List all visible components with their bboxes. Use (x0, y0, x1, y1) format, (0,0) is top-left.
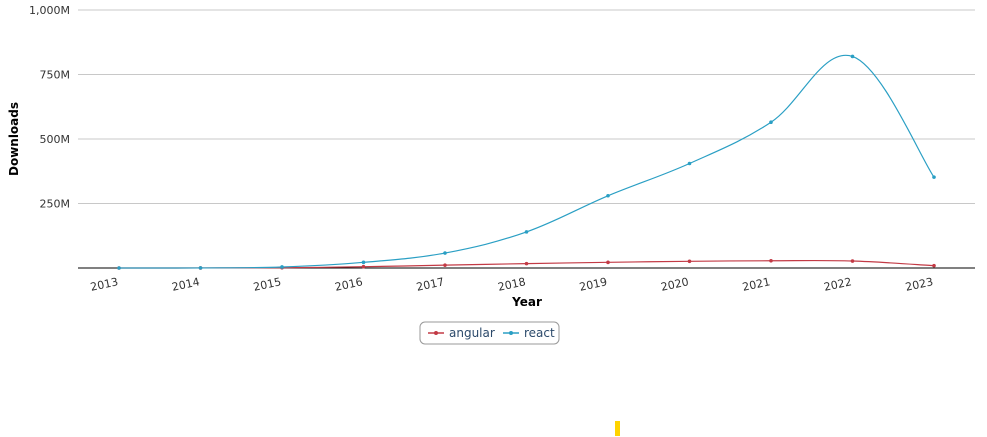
y-tick-labels: 250M 500M 750M 1,000M (29, 4, 70, 211)
data-point-react[interactable] (687, 161, 692, 166)
legend-item-angular[interactable]: angular (428, 326, 495, 340)
y-axis-title: Downloads (7, 102, 21, 176)
x-tick-label: 2013 (89, 275, 119, 294)
data-point-angular[interactable] (932, 263, 936, 268)
y-tick-label: 500M (40, 133, 71, 146)
data-point-react[interactable] (361, 260, 366, 265)
data-point-angular[interactable] (769, 258, 773, 263)
legend-marker-angular (434, 331, 438, 335)
y-tick-label: 250M (40, 198, 71, 211)
legend-marker-react (509, 331, 513, 335)
data-point-react[interactable] (850, 54, 855, 59)
series-line-react (118, 54, 935, 269)
data-point-angular[interactable] (524, 261, 529, 266)
series-lines (117, 54, 936, 270)
data-point-angular[interactable] (443, 263, 447, 267)
data-point-angular[interactable] (850, 259, 855, 263)
y-tick-label: 750M (40, 69, 71, 82)
x-tick-label: 2014 (171, 275, 201, 294)
data-point-react[interactable] (769, 120, 773, 125)
x-tick-labels: 2013 2014 2015 2016 2017 2018 2019 2020 2021 2022… (89, 275, 934, 294)
x-tick-label: 2022 (823, 275, 853, 294)
data-point-react[interactable] (606, 193, 610, 198)
x-tick-label: 2015 (252, 275, 282, 294)
data-point-angular[interactable] (687, 259, 692, 264)
data-point-angular[interactable] (361, 264, 366, 269)
legend: angular react (419, 321, 560, 345)
x-tick-label: 2016 (334, 275, 364, 294)
data-point-react[interactable] (198, 266, 203, 270)
x-tick-label: 2017 (415, 275, 445, 294)
x-tick-label: 2018 (497, 275, 527, 294)
data-point-react[interactable] (280, 265, 284, 269)
data-point-react[interactable] (932, 175, 936, 179)
x-axis-title: Year (511, 295, 542, 309)
x-tick-label: 2021 (741, 275, 771, 294)
data-point-react[interactable] (117, 266, 121, 270)
legend-label-angular: angular (449, 326, 495, 340)
yellow-marker-mark (615, 421, 620, 436)
y-gridlines (78, 9, 975, 204)
x-tick-label: 2023 (904, 275, 934, 294)
x-tick-label: 2019 (578, 275, 608, 294)
legend-label-react: react (524, 326, 555, 340)
data-point-angular[interactable] (606, 260, 610, 265)
y-tick-label: 1,000M (29, 4, 70, 17)
x-tick-label: 2020 (660, 275, 690, 294)
data-point-react[interactable] (524, 230, 529, 234)
legend-item-react[interactable]: react (503, 326, 555, 340)
data-point-react[interactable] (443, 251, 447, 255)
legend-box (419, 321, 560, 345)
